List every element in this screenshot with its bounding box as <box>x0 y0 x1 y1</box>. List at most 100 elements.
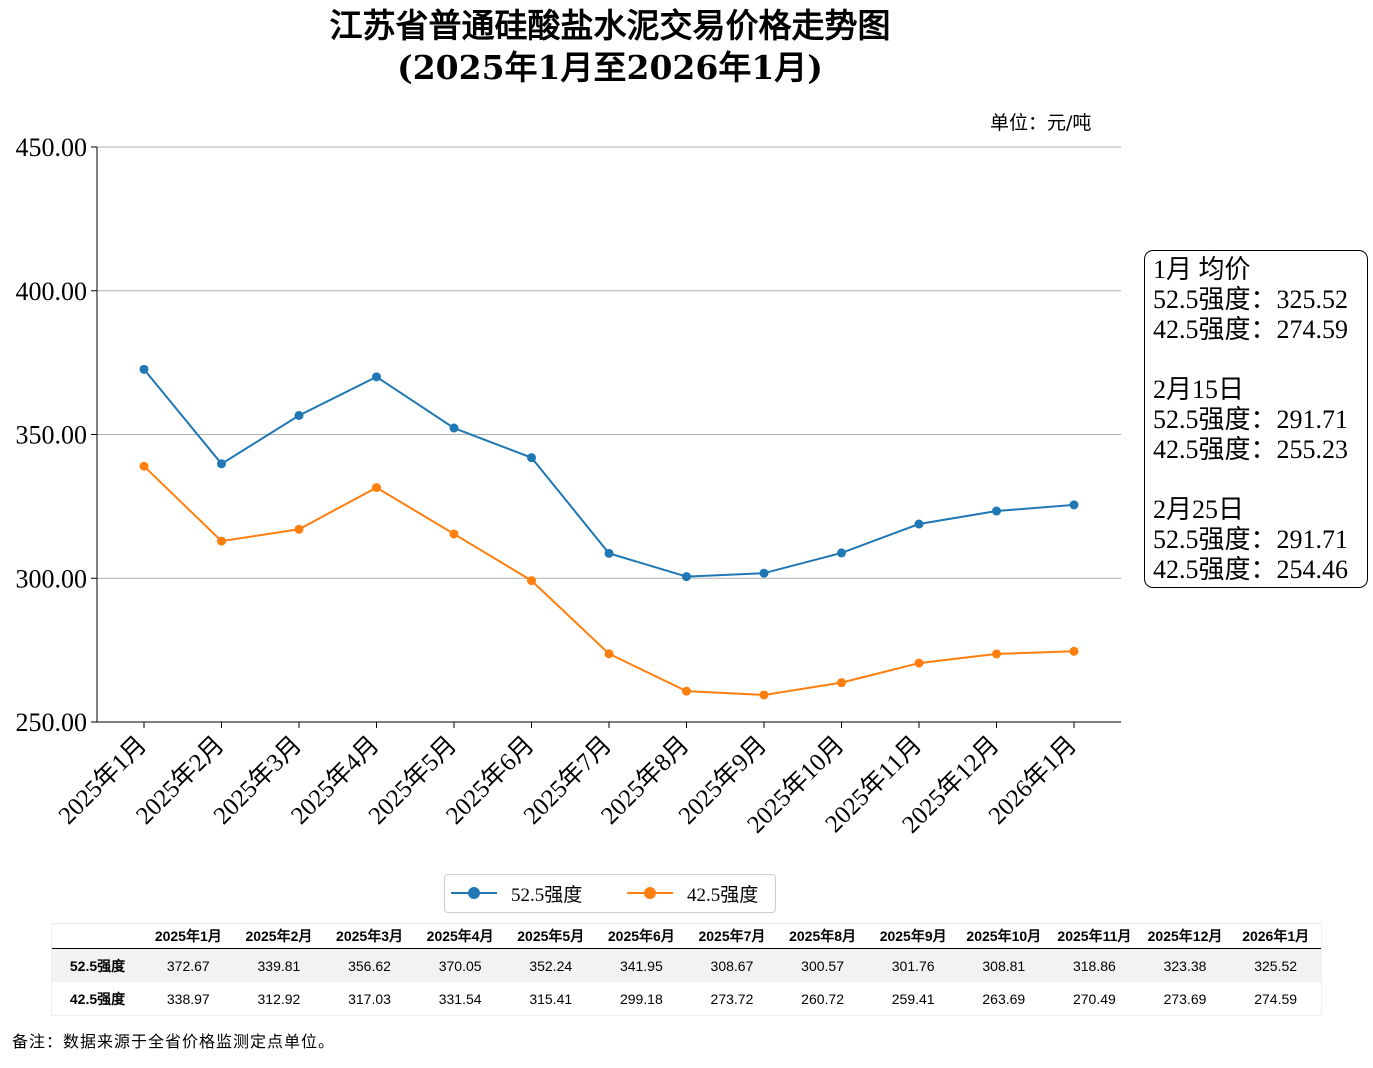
table-cell: 273.72 <box>686 982 778 1015</box>
table-cell: 356.62 <box>324 948 415 982</box>
table-cell: 325.52 <box>1230 948 1321 982</box>
table-cell: 274.59 <box>1230 982 1321 1015</box>
table-cell: 341.95 <box>596 948 687 982</box>
table-cell: 338.97 <box>143 982 234 1015</box>
legend-swatch-42-5 <box>627 887 673 899</box>
y-tick-label: 400.00 <box>16 277 88 306</box>
table-cell: 299.18 <box>596 982 687 1015</box>
table-cell: 370.05 <box>414 948 506 982</box>
legend-label: 42.5强度 <box>687 884 759 906</box>
data-point-42-5 <box>527 576 536 586</box>
table-cell: 312.92 <box>233 982 325 1015</box>
data-point-52-5 <box>139 364 149 374</box>
table-cell: 308.81 <box>958 948 1050 982</box>
data-point-52-5 <box>604 548 614 558</box>
table-row-label: 42.5强度 <box>52 982 143 1015</box>
series-line-42-5 <box>143 465 1075 696</box>
data-point-42-5 <box>1069 646 1079 656</box>
table-cell: 315.41 <box>505 982 597 1015</box>
data-point-52-5 <box>837 548 846 558</box>
table-cell: 273.69 <box>1139 982 1231 1015</box>
annotation-line: 42.5强度：274.59 <box>1153 315 1349 344</box>
table-cell: 317.03 <box>324 982 415 1015</box>
data-point-52-5 <box>294 410 304 420</box>
data-point-42-5 <box>604 649 614 659</box>
chart-title: 江苏省普通硅酸盐水泥交易价格走势图 <box>329 6 891 45</box>
table-header-cell: 2025年3月 <box>324 924 415 949</box>
table-header-cell: 2025年2月 <box>233 924 325 949</box>
y-tick-label: 250.00 <box>16 708 88 737</box>
table-header-cell: 2025年10月 <box>958 924 1050 949</box>
legend-item-52-5: 52.5强度 <box>451 879 582 907</box>
data-point-42-5 <box>139 461 149 471</box>
table-header-cell <box>52 924 143 949</box>
data-point-52-5 <box>449 423 459 433</box>
table-cell: 270.49 <box>1049 982 1140 1015</box>
annotation-line: 52.5强度：291.71 <box>1153 405 1349 434</box>
table-header-cell: 2025年1月 <box>143 924 234 949</box>
unit-label: 单位：元/吨 <box>990 112 1092 134</box>
annotation-line: 52.5强度：325.52 <box>1153 285 1349 314</box>
data-point-52-5 <box>217 459 226 469</box>
table-cell: 259.41 <box>867 982 959 1015</box>
chart-legend: 52.5强度 42.5强度 <box>444 874 776 913</box>
data-point-52-5 <box>992 506 1001 516</box>
table-cell: 352.24 <box>505 948 597 982</box>
data-point-52-5 <box>1069 500 1079 510</box>
table-header-cell: 2025年5月 <box>505 924 597 949</box>
table-cell: 339.81 <box>233 948 325 982</box>
table-cell: 318.86 <box>1049 948 1140 982</box>
table-row: 52.5强度 372.67 339.81 356.62 370.05 352.2… <box>52 948 1321 982</box>
annotation-line: 42.5强度：254.46 <box>1153 555 1349 584</box>
data-point-52-5 <box>759 568 769 578</box>
annotation-line: 52.5强度：291.71 <box>1153 525 1349 554</box>
data-point-52-5 <box>914 519 924 529</box>
price-annotation-box: 1月 均价 52.5强度：325.52 42.5强度：274.59 2月15日 … <box>1144 250 1368 588</box>
y-tick-label: 350.00 <box>16 421 88 450</box>
table-header-cell: 2025年8月 <box>777 924 868 949</box>
legend-swatch-52-5 <box>451 887 497 899</box>
table-cell: 331.54 <box>414 982 506 1015</box>
data-point-42-5 <box>372 483 381 493</box>
table-cell: 372.67 <box>143 948 234 982</box>
data-point-52-5 <box>682 572 691 582</box>
y-tick-label: 450.00 <box>16 133 88 162</box>
table-header-cell: 2025年7月 <box>686 924 778 949</box>
data-point-52-5 <box>527 453 536 463</box>
data-point-42-5 <box>217 536 226 546</box>
table-header-cell: 2025年6月 <box>596 924 687 949</box>
data-point-42-5 <box>914 658 924 668</box>
table-cell: 260.72 <box>777 982 868 1015</box>
series-line-52-5 <box>143 368 1075 578</box>
footnote: 备注：数据来源于全省价格监测定点单位。 <box>12 1032 336 1051</box>
data-point-42-5 <box>992 649 1001 659</box>
table-cell: 301.76 <box>867 948 959 982</box>
table-cell: 308.67 <box>686 948 778 982</box>
table-cell: 323.38 <box>1139 948 1231 982</box>
chart-subtitle: (2025年1月至2026年1月) <box>397 48 823 87</box>
legend-item-42-5: 42.5强度 <box>627 879 758 907</box>
table-header-cell: 2025年11月 <box>1049 924 1140 949</box>
data-point-42-5 <box>294 524 304 534</box>
data-point-42-5 <box>837 678 846 688</box>
annotation-line: 2月25日 <box>1153 495 1245 524</box>
annotation-line: 2月15日 <box>1153 375 1245 404</box>
annotation-line: 42.5强度：255.23 <box>1153 435 1349 464</box>
table-header-cell: 2025年4月 <box>414 924 506 949</box>
table-header-cell: 2025年12月 <box>1139 924 1231 949</box>
data-point-52-5 <box>372 372 381 382</box>
y-tick-label: 300.00 <box>16 564 88 593</box>
data-point-42-5 <box>682 686 691 696</box>
price-data-table: 2025年1月 2025年2月 2025年3月 2025年4月 2025年5月 … <box>51 923 1322 1016</box>
legend-label: 52.5强度 <box>511 884 583 906</box>
data-point-42-5 <box>759 690 769 700</box>
table-row: 42.5强度 338.97 312.92 317.03 331.54 315.4… <box>52 982 1321 1015</box>
table-cell: 300.57 <box>777 948 868 982</box>
table-header-row: 2025年1月 2025年2月 2025年3月 2025年4月 2025年5月 … <box>52 924 1321 949</box>
table-header-cell: 2025年9月 <box>867 924 959 949</box>
table-cell: 263.69 <box>958 982 1050 1015</box>
table-header-cell: 2026年1月 <box>1230 924 1321 949</box>
data-point-42-5 <box>449 529 459 539</box>
